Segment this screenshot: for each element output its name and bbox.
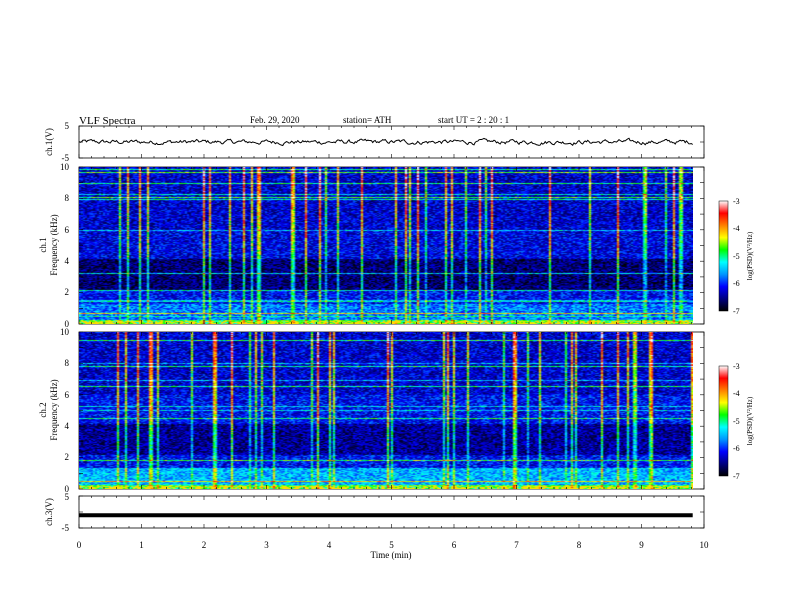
ch1-voltage-ylabel: ch.1(V) <box>44 128 54 156</box>
x-tick-label-0: 0 <box>77 540 82 550</box>
x-tick-label-9: 9 <box>639 540 644 550</box>
ch1-ytick-8: 8 <box>65 193 70 203</box>
ch1-colorbar-tick-neg5: -5 <box>733 252 740 261</box>
x-tick-label-10: 10 <box>700 540 710 550</box>
x-tick-label-3: 3 <box>264 540 269 550</box>
ch1-ytick-0: 0 <box>65 319 70 329</box>
ch1-spectrogram-ylabel: ch.1Frequency (kHz) <box>38 214 59 275</box>
ch1-voltage-panel: 5 -5 ch.1(V) <box>44 121 705 163</box>
ch3-ytick-5: 5 <box>65 492 70 502</box>
ch2-colorbar-tick-neg7: -7 <box>733 472 740 481</box>
ch1-ytick-5: 5 <box>65 121 70 131</box>
ch1-spectrogram-panel: 0 2 4 6 8 10 ch.1Frequency (kHz) <box>38 162 705 329</box>
station-label: station= ATH <box>343 115 392 125</box>
x-tick-label-1: 1 <box>139 540 144 550</box>
ch3-voltage-ylabel: ch.3(V) <box>44 498 54 526</box>
x-axis-label: Time (min) <box>371 550 412 560</box>
ch2-spectrogram-panel: 0 2 4 6 8 10 ch.2Frequency (kHz) <box>38 327 705 494</box>
ch2-colorbar-tick-neg5: -5 <box>733 417 740 426</box>
axis-ticks <box>78 125 705 529</box>
ch1-ytick-6: 6 <box>65 225 70 235</box>
ch2-colorbar-label: log(PSD)(V²/Hz) <box>746 396 754 445</box>
ch2-ytick-4: 4 <box>65 421 70 431</box>
start-time-label: start UT = 2 : 20 : 1 <box>438 115 509 125</box>
ch1-colorbar-tick-neg3: -3 <box>733 197 740 206</box>
ch1-ytick-4: 4 <box>65 256 70 266</box>
ch1-ytick-2: 2 <box>65 287 70 297</box>
ch2-ytick-6: 6 <box>65 390 70 400</box>
date-label: Feb. 29, 2020 <box>250 115 300 125</box>
ch2-colorbar-tick-neg6: -6 <box>733 444 740 453</box>
ch3-voltage-frame <box>78 495 705 529</box>
ch2-spectrogram-ylabel: ch.2Frequency (kHz) <box>38 379 59 440</box>
ch1-colorbar-bar <box>718 200 729 312</box>
ch1-voltage-trace <box>78 137 694 147</box>
ch1-colorbar: -3 -4 -5 -6 -7 log(PSD)(V²/Hz) <box>718 197 754 316</box>
x-tick-label-2: 2 <box>202 540 207 550</box>
ch2-colorbar-bar <box>718 365 729 477</box>
ch1-colorbar-tick-neg7: -7 <box>733 307 740 316</box>
ch2-colorbar: -3 -4 -5 -6 -7 log(PSD)(V²/Hz) <box>718 362 754 481</box>
ch1-colorbar-tick-neg4: -4 <box>733 224 740 233</box>
ch2-colorbar-tick-neg4: -4 <box>733 389 740 398</box>
ch3-ytick-neg5: -5 <box>62 523 70 533</box>
x-tick-label-4: 4 <box>327 540 332 550</box>
x-tick-label-6: 6 <box>452 540 457 550</box>
ch1-ytick-neg5: -5 <box>62 153 70 163</box>
ch1-ytick-10: 10 <box>60 162 70 172</box>
x-tick-label-8: 8 <box>577 540 582 550</box>
x-axis-tick-labels: 0 1 2 3 4 5 6 7 8 9 10 <box>77 540 709 550</box>
ch2-ytick-8: 8 <box>65 358 70 368</box>
ch2-ytick-0: 0 <box>65 484 70 494</box>
ch1-spectrogram-image <box>79 167 693 324</box>
x-tick-label-7: 7 <box>514 540 519 550</box>
ch2-ytick-10: 10 <box>60 327 70 337</box>
figure-title: VLF Spectra <box>79 115 136 127</box>
ch2-spectrogram-image <box>79 332 693 489</box>
ch2-colorbar-tick-neg3: -3 <box>733 362 740 371</box>
ch3-voltage-panel: 5 -5 ch.3(V) <box>44 492 705 533</box>
ch1-colorbar-label: log(PSD)(V²/Hz) <box>746 231 754 280</box>
ch2-ytick-2: 2 <box>65 452 70 462</box>
ch1-colorbar-tick-neg6: -6 <box>733 279 740 288</box>
x-tick-label-5: 5 <box>389 540 394 550</box>
